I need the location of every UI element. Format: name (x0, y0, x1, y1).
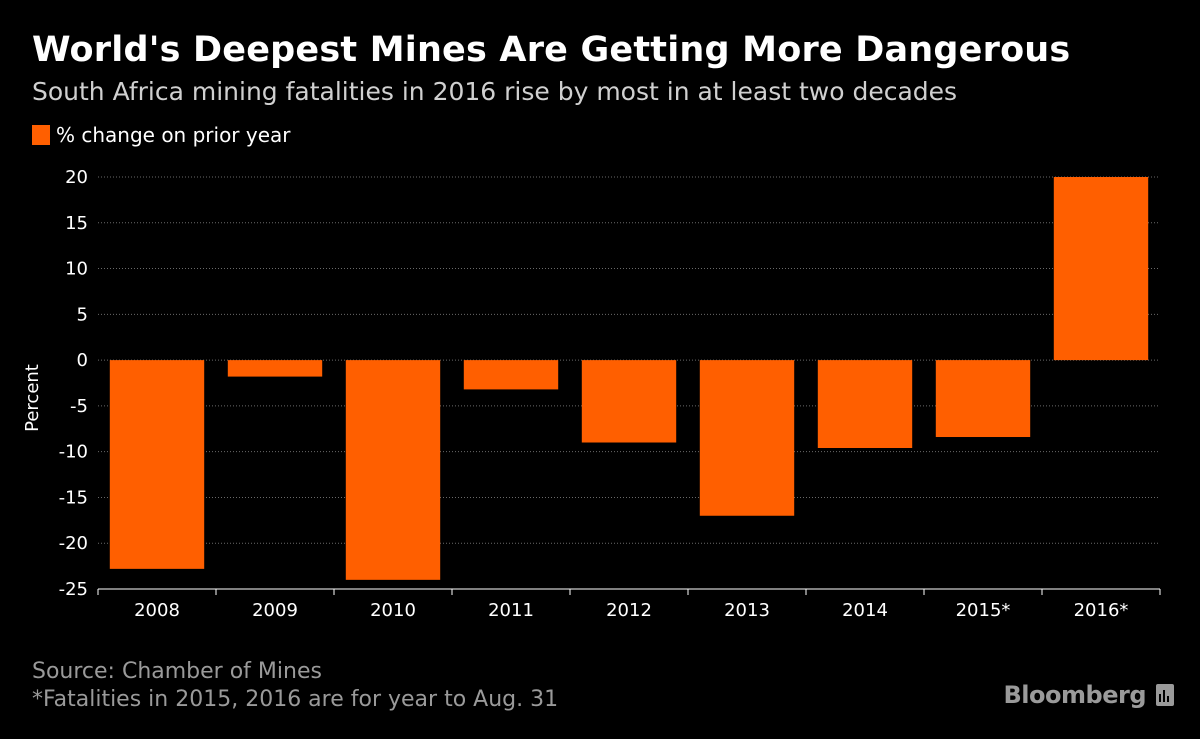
x-tick-label: 2013 (724, 600, 770, 621)
x-axis: 2008 2009 2010 2011 2012 2013 2014 2015* 2016* (97, 588, 1161, 621)
footer-notes: Source: Chamber of Mines *Fatalities in … (32, 658, 558, 714)
bar-2013 (699, 360, 795, 516)
footnote: *Fatalities in 2015, 2016 are for year t… (32, 687, 559, 712)
bar-2008 (109, 360, 205, 569)
bloomberg-logo: Bloomberg (1003, 681, 1147, 709)
x-tick-label: 2009 (252, 600, 298, 621)
bar-2016 (1053, 177, 1149, 361)
bars (109, 177, 1149, 580)
y-tick-label: 20 (65, 167, 88, 188)
y-tick-label: 0 (77, 350, 88, 371)
x-tick-label: 2008 (134, 600, 180, 621)
legend-swatch (32, 125, 50, 145)
x-tick-label: 2014 (842, 600, 888, 621)
y-tick-label: -5 (70, 396, 88, 417)
bar-2010 (345, 360, 441, 580)
y-axis-ticks: 20 15 10 5 0 -5 -10 -15 -20 -25 (59, 167, 88, 600)
y-tick-label: -15 (59, 487, 88, 508)
bar-2015 (935, 360, 1031, 438)
y-tick-label: 10 (65, 259, 88, 280)
bloomberg-terminal-icon (1156, 684, 1174, 706)
y-tick-label: 5 (77, 304, 88, 325)
y-tick-label: -25 (59, 579, 88, 600)
bar-2012 (581, 360, 677, 443)
x-tick-label: 2010 (370, 600, 416, 621)
bar-2014 (817, 360, 913, 449)
chart-subtitle: South Africa mining fatalities in 2016 r… (32, 77, 958, 106)
source-note: Source: Chamber of Mines (32, 659, 322, 684)
bar-2011 (463, 360, 559, 390)
y-tick-label: -10 (59, 442, 88, 463)
legend-label: % change on prior year (56, 123, 291, 147)
y-tick-label: -20 (59, 533, 88, 554)
x-tick-label: 2015* (956, 600, 1011, 621)
x-tick-label: 2012 (606, 600, 652, 621)
y-tick-label: 15 (65, 213, 88, 234)
y-axis-label: Percent (22, 364, 43, 432)
bar-2009 (227, 360, 323, 377)
x-tick-label: 2016* (1074, 600, 1129, 621)
chart-title: World's Deepest Mines Are Getting More D… (32, 30, 1071, 70)
legend: % change on prior year (32, 123, 291, 147)
x-tick-label: 2011 (488, 600, 534, 621)
